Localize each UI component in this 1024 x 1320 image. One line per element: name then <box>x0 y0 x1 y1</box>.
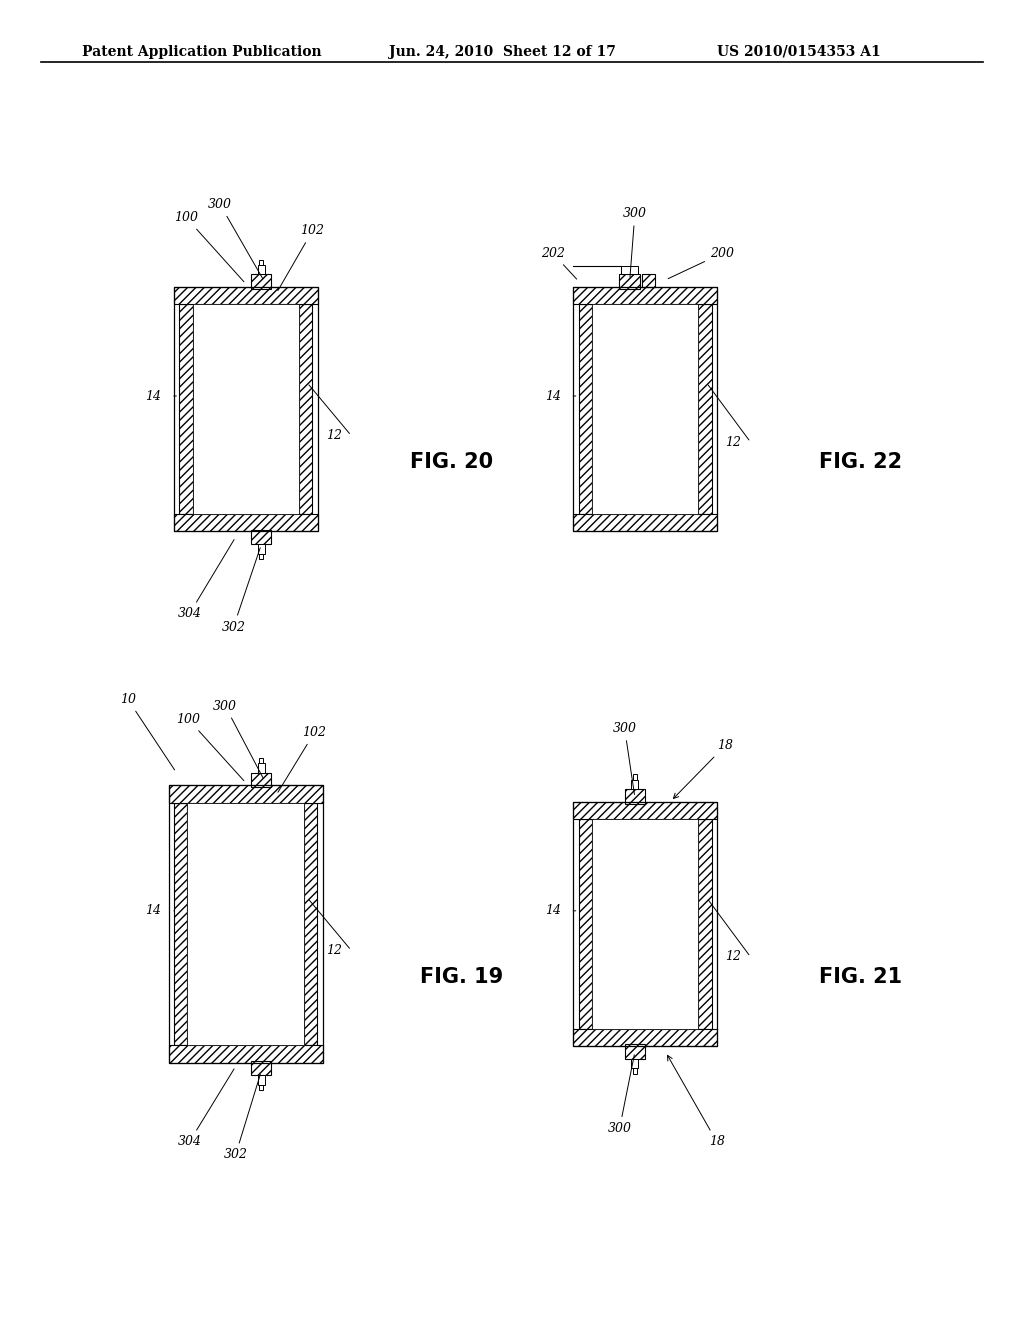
Bar <box>174 803 187 1045</box>
Bar <box>169 785 323 1063</box>
Bar <box>251 529 271 544</box>
Bar <box>193 305 299 515</box>
Text: FIG. 20: FIG. 20 <box>410 451 493 473</box>
Bar <box>259 260 263 265</box>
Text: FIG. 21: FIG. 21 <box>819 966 902 987</box>
Text: 100: 100 <box>176 713 244 780</box>
Bar <box>251 275 271 289</box>
Text: 200: 200 <box>668 247 734 279</box>
Text: US 2010/0154353 A1: US 2010/0154353 A1 <box>717 45 881 59</box>
Bar <box>698 818 712 1030</box>
Bar <box>573 288 717 305</box>
Bar <box>251 1061 271 1076</box>
Text: 14: 14 <box>145 904 162 917</box>
Bar <box>633 1068 637 1073</box>
Bar <box>698 305 712 515</box>
Bar <box>174 515 317 532</box>
Text: 300: 300 <box>623 207 647 277</box>
Bar <box>579 818 592 1030</box>
Text: 18: 18 <box>668 1056 725 1148</box>
Text: 300: 300 <box>607 1055 634 1135</box>
Bar <box>259 758 263 763</box>
Bar <box>299 305 312 515</box>
Bar <box>174 288 317 305</box>
Text: 102: 102 <box>278 726 327 792</box>
Text: 12: 12 <box>326 429 342 442</box>
Text: 202: 202 <box>541 247 577 279</box>
Text: 14: 14 <box>145 389 162 403</box>
Text: 100: 100 <box>174 211 244 281</box>
Text: 12: 12 <box>326 944 342 957</box>
Text: Patent Application Publication: Patent Application Publication <box>82 45 322 59</box>
Bar <box>592 818 698 1030</box>
Bar <box>258 544 264 553</box>
Bar <box>573 1030 717 1045</box>
Text: 14: 14 <box>545 904 561 917</box>
Bar <box>304 803 317 1045</box>
Bar <box>632 1059 638 1068</box>
Bar <box>622 267 638 275</box>
Text: 102: 102 <box>278 224 325 290</box>
Text: 300: 300 <box>208 198 263 279</box>
Bar <box>179 305 193 515</box>
Bar <box>259 553 263 558</box>
Text: 304: 304 <box>177 1069 234 1148</box>
Bar <box>632 780 638 789</box>
Bar <box>169 785 323 803</box>
Bar <box>625 1044 645 1059</box>
Text: Jun. 24, 2010  Sheet 12 of 17: Jun. 24, 2010 Sheet 12 of 17 <box>389 45 616 59</box>
Bar <box>174 286 317 532</box>
Bar <box>633 775 637 780</box>
Bar <box>620 275 640 289</box>
Bar <box>625 789 645 804</box>
Bar <box>592 305 698 515</box>
Bar <box>258 763 264 772</box>
Text: FIG. 22: FIG. 22 <box>819 451 902 473</box>
Bar <box>573 803 717 818</box>
Text: 12: 12 <box>725 436 741 449</box>
Bar <box>642 273 655 286</box>
Bar <box>573 286 717 532</box>
Bar <box>251 772 271 787</box>
Text: 302: 302 <box>223 1074 260 1162</box>
Text: 14: 14 <box>545 389 561 403</box>
Bar <box>258 265 264 275</box>
Text: 300: 300 <box>612 722 637 795</box>
Text: 304: 304 <box>177 540 234 620</box>
Text: 10: 10 <box>120 693 175 770</box>
Bar <box>258 1076 264 1085</box>
Bar <box>579 305 592 515</box>
Bar <box>187 803 304 1045</box>
Text: 300: 300 <box>213 700 263 777</box>
Bar <box>169 1045 323 1063</box>
Bar <box>573 803 717 1045</box>
Text: 12: 12 <box>725 950 741 964</box>
Text: 302: 302 <box>221 548 260 634</box>
Bar <box>573 515 717 532</box>
Bar <box>259 1085 263 1090</box>
Text: FIG. 19: FIG. 19 <box>420 966 503 987</box>
Text: 18: 18 <box>674 739 733 799</box>
